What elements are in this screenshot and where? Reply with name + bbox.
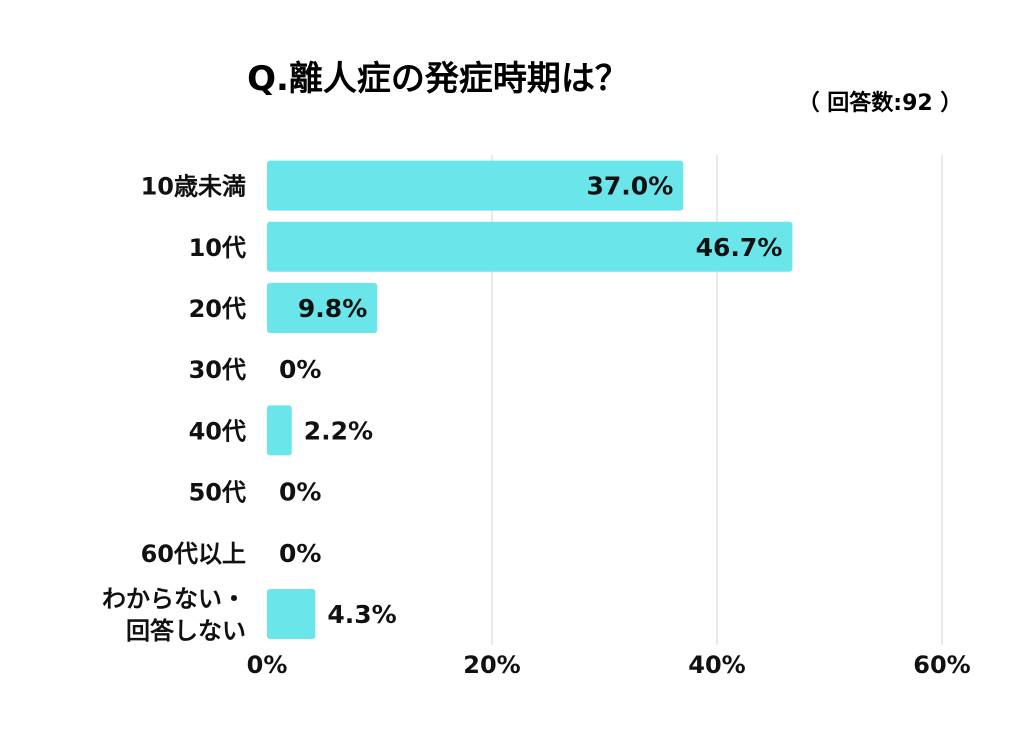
category-label: 10歳未満	[141, 173, 246, 201]
bar	[267, 283, 378, 333]
chart-title: Q.離人症の発症時期は？	[247, 59, 629, 99]
x-tick-label: 20%	[463, 651, 520, 679]
category-label: 20代	[189, 295, 246, 323]
data-labels: 37.0% 46.7% 9.8% 0% 2.2% 0% 0% 4.3%	[279, 172, 782, 629]
x-tick-label: 60%	[913, 651, 970, 679]
category-label: 50代	[189, 479, 246, 507]
category-label: 10代	[189, 234, 246, 262]
x-tick-label: 0%	[247, 651, 288, 679]
category-label: 30代	[189, 356, 246, 384]
bar	[267, 160, 684, 211]
bar	[267, 589, 316, 639]
data-label: 46.7%	[696, 233, 783, 262]
data-label: 4.3%	[327, 600, 396, 629]
category-label: 40代	[189, 417, 246, 445]
data-label: 0%	[279, 539, 321, 568]
data-label: 0%	[279, 355, 321, 384]
category-label: 60代以上	[141, 540, 246, 568]
bars	[267, 160, 793, 639]
data-label: 9.8%	[298, 294, 367, 323]
data-label: 37.0%	[587, 172, 674, 201]
response-count-note: （ 回答数:92 ）	[798, 90, 963, 116]
data-label: 2.2%	[304, 416, 373, 445]
x-axis-ticks: 0% 20% 40% 60%	[247, 651, 971, 679]
x-tick-label: 40%	[688, 651, 745, 679]
bar	[267, 221, 793, 272]
category-label: わからない・回答しない	[102, 585, 246, 645]
bar	[267, 405, 292, 456]
data-label: 0%	[279, 478, 321, 507]
